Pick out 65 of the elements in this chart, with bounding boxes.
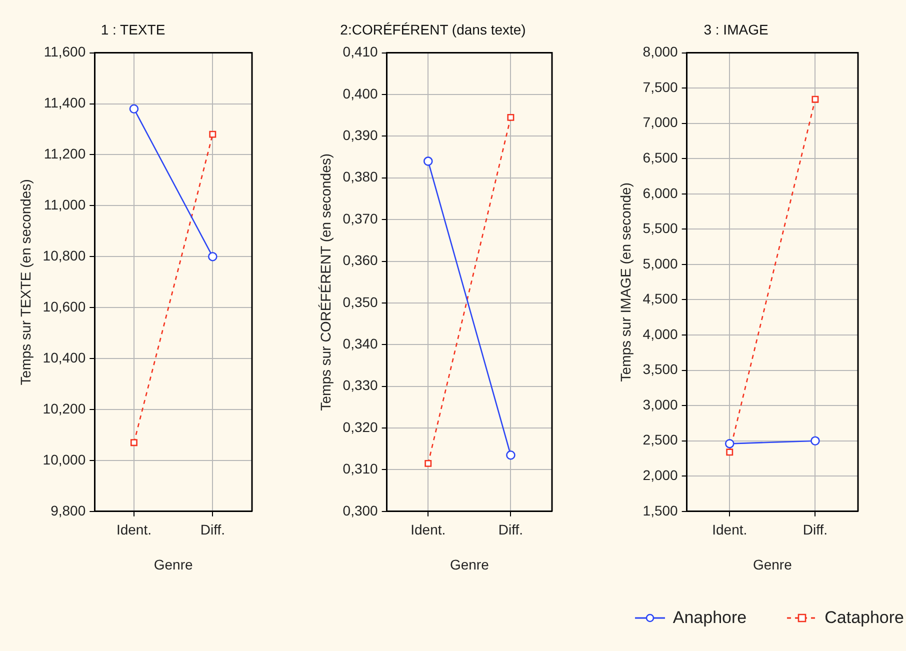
y-tick-label: 8,000 <box>642 44 678 60</box>
y-tick-label: 10,400 <box>42 349 86 366</box>
y-tick-label: 0,320 <box>342 418 378 435</box>
y-tick-label: 6,500 <box>642 149 678 166</box>
y-tick-label: 4,500 <box>642 290 678 307</box>
point <box>506 450 516 460</box>
y-tick-label: 6,000 <box>642 184 678 201</box>
point <box>424 460 432 467</box>
y-tick-label: 0,310 <box>342 460 378 477</box>
y-tick-label: 0,340 <box>342 335 378 352</box>
point <box>810 436 820 446</box>
y-tick-label: 11,000 <box>44 196 86 213</box>
point <box>423 156 433 166</box>
legend-label: Anaphore <box>672 608 747 628</box>
y-tick-label: 0,400 <box>342 85 378 102</box>
point <box>129 104 139 114</box>
point <box>130 439 138 446</box>
legend-label: Cataphore <box>824 608 904 628</box>
y-tick-label: 5,500 <box>642 220 678 236</box>
y-tick-label: 0,350 <box>342 294 378 310</box>
y-tick-label: 3,500 <box>642 361 678 378</box>
point <box>507 114 514 121</box>
y-axis-title: Temps sur CORÉFÉRENT (en secondes) <box>317 153 334 411</box>
y-tick-label: 5,000 <box>642 255 678 272</box>
y-tick-label: 9,800 <box>50 502 86 518</box>
y-tick-label: 11,400 <box>44 94 86 111</box>
x-axis-title: Genre <box>450 556 490 572</box>
y-axis-title: Temps sur TEXTE (en secondes) <box>17 179 34 386</box>
x-axis-title: Genre <box>752 556 792 572</box>
chart-title: 2:CORÉFÉRENT (dans texte) <box>340 21 526 38</box>
point <box>812 96 819 103</box>
y-tick-label: 2,500 <box>642 432 678 448</box>
y-tick-label: 10,000 <box>42 451 86 468</box>
y-tick-label: 0,410 <box>342 44 378 60</box>
y-tick-label: 10,200 <box>42 400 86 416</box>
y-tick-label: 10,800 <box>42 247 86 264</box>
x-tick-label: Diff. <box>498 522 524 538</box>
y-tick-label: 11,200 <box>44 146 86 162</box>
y-tick-label: 0,390 <box>342 127 378 144</box>
y-tick-label: 1,500 <box>642 502 678 518</box>
x-axis-title: Genre <box>154 556 193 572</box>
y-tick-label: 7,000 <box>642 114 678 130</box>
chart-title: 1 : TEXTE <box>100 21 166 38</box>
point <box>208 252 218 262</box>
x-tick-label: Diff. <box>200 522 225 538</box>
y-tick-label: 0,360 <box>342 252 378 268</box>
point <box>724 439 734 448</box>
x-tick-label: Ident. <box>116 522 152 538</box>
chart-title: 3 : IMAGE <box>704 21 768 38</box>
y-tick-label: 7,500 <box>642 78 678 95</box>
point <box>209 130 216 138</box>
y-axis-title: Temps sur IMAGE (en seconde) <box>617 182 634 382</box>
y-tick-label: 0,330 <box>342 377 378 394</box>
x-tick-label: Ident. <box>712 522 748 538</box>
y-tick-label: 3,000 <box>642 396 678 412</box>
y-tick-label: 0,370 <box>342 210 378 226</box>
y-tick-label: 0,300 <box>342 502 378 518</box>
x-tick-label: Diff. <box>802 522 828 538</box>
y-tick-label: 2,000 <box>642 466 678 483</box>
y-tick-label: 10,600 <box>42 298 86 314</box>
point <box>726 448 734 456</box>
x-tick-label: Ident. <box>410 522 446 538</box>
y-tick-label: 11,600 <box>44 44 86 60</box>
y-tick-label: 0,380 <box>342 168 378 185</box>
y-tick-label: 4,000 <box>642 326 678 342</box>
